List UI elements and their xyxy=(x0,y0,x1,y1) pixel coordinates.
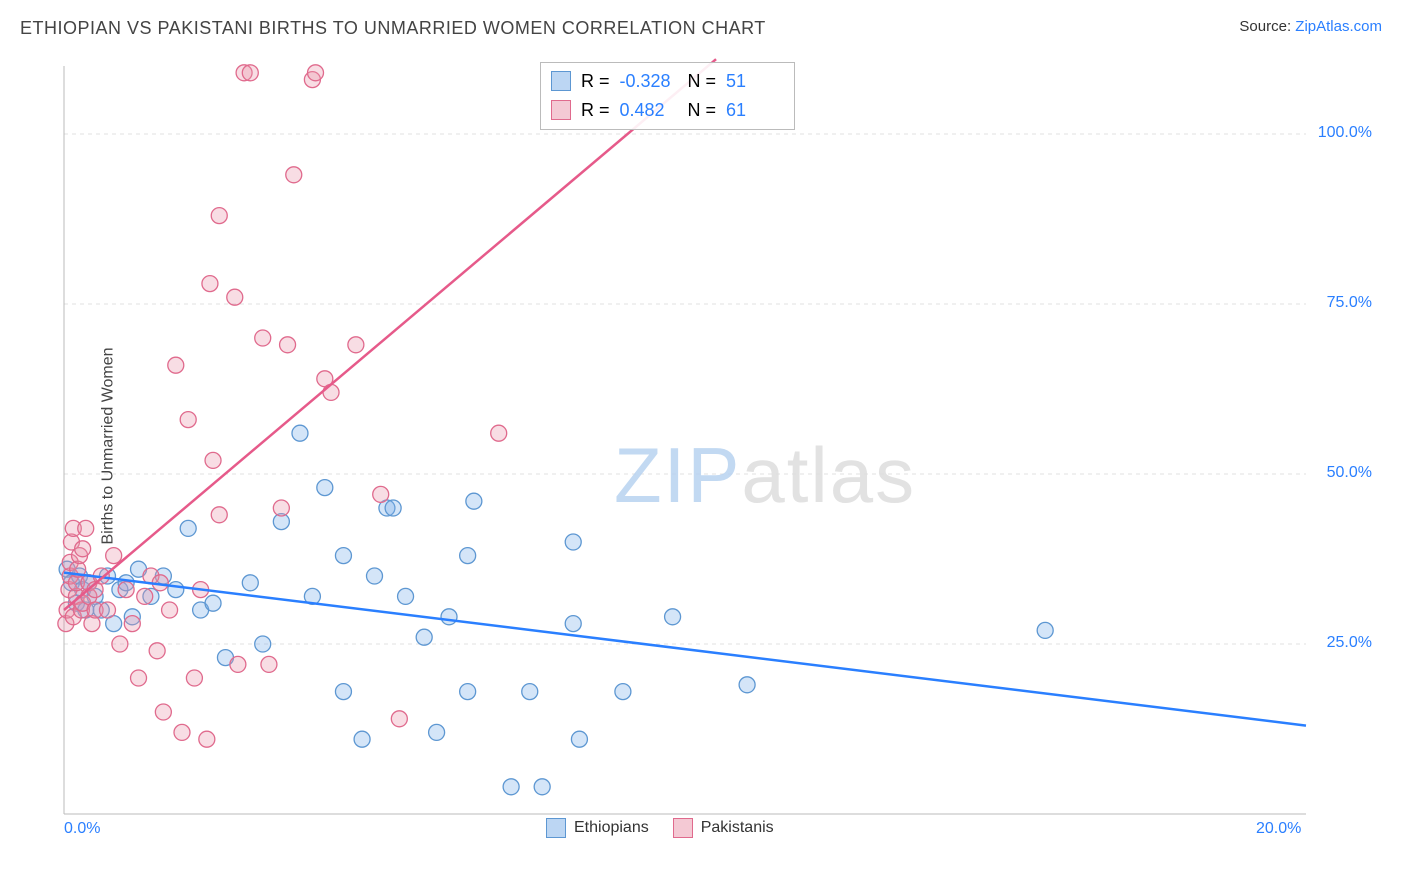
y-tick-label: 75.0% xyxy=(1327,294,1372,312)
legend-r-value: -0.328 xyxy=(620,67,678,96)
legend-row: R = 0.482 N = 61 xyxy=(551,96,784,125)
legend-r-label: R = xyxy=(581,67,610,96)
legend-swatch xyxy=(673,818,693,838)
chart-title: ETHIOPIAN VS PAKISTANI BIRTHS TO UNMARRI… xyxy=(20,18,766,39)
legend-row: R = -0.328 N = 51 xyxy=(551,67,784,96)
series-legend: Ethiopians Pakistanis xyxy=(546,818,774,838)
x-tick-label: 0.0% xyxy=(64,820,100,838)
source-attribution: Source: ZipAtlas.com xyxy=(1239,18,1382,35)
series-legend-item: Ethiopians xyxy=(546,818,649,838)
legend-swatch xyxy=(551,71,571,91)
y-tick-label: 100.0% xyxy=(1318,124,1372,142)
legend-swatch xyxy=(546,818,566,838)
y-tick-label: 25.0% xyxy=(1327,634,1372,652)
legend-swatch xyxy=(551,100,571,120)
correlation-legend: R = -0.328 N = 51 R = 0.482 N = 61 xyxy=(540,62,795,130)
watermark-atlas: atlas xyxy=(741,431,916,519)
source-link[interactable]: ZipAtlas.com xyxy=(1295,18,1382,35)
series-legend-label: Ethiopians xyxy=(574,819,649,837)
x-tick-label: 20.0% xyxy=(1256,820,1301,838)
legend-n-value: 61 xyxy=(726,96,784,125)
source-label: Source: xyxy=(1239,18,1295,35)
series-legend-item: Pakistanis xyxy=(673,818,774,838)
series-legend-label: Pakistanis xyxy=(701,819,774,837)
legend-r-value: 0.482 xyxy=(620,96,678,125)
legend-r-label: R = xyxy=(581,96,610,125)
legend-n-label: N = xyxy=(688,67,717,96)
watermark: ZIPatlas xyxy=(614,430,916,521)
watermark-zip: ZIP xyxy=(614,431,741,519)
plot-area: ZIPatlas R = -0.328 N = 51 R = 0.482 N = 61… xyxy=(44,56,1376,844)
legend-n-label: N = xyxy=(688,96,717,125)
y-tick-label: 50.0% xyxy=(1327,464,1372,482)
legend-n-value: 51 xyxy=(726,67,784,96)
